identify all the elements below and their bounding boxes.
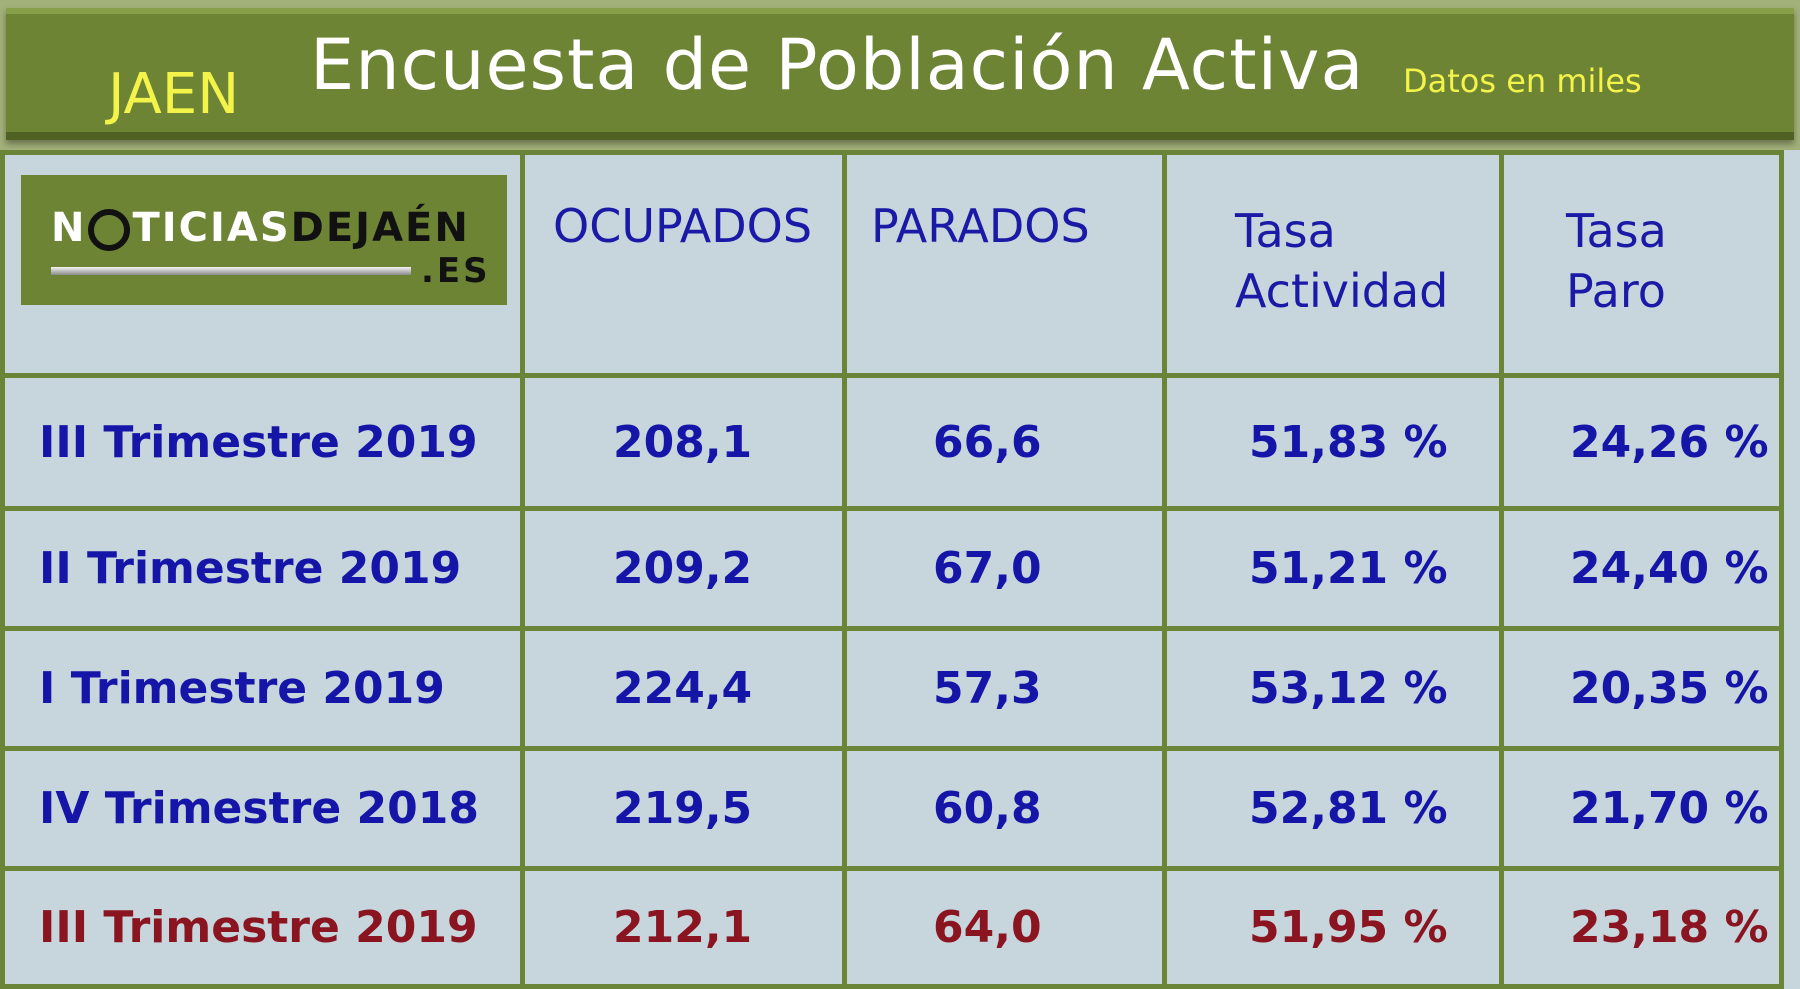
table-row-comparison: III Trimestre 2019 212,1 64,0 51,95 % 23…	[0, 866, 1784, 989]
cell-tasa-actividad: 52,81 %	[1162, 746, 1504, 871]
row-label: IV Trimestre 2018	[0, 746, 525, 871]
row-label: III Trimestre 2019	[0, 373, 525, 511]
cell-tasa-actividad: 51,21 %	[1162, 506, 1504, 631]
cell-parados: 67,0	[842, 506, 1167, 631]
page-title: Encuesta de Población Activa	[310, 24, 1365, 106]
cell-tasa-actividad: 51,95 %	[1162, 866, 1504, 989]
cell-ocupados: 224,4	[520, 626, 847, 751]
cell-tasa-paro: 20,35 %	[1499, 626, 1784, 751]
unit-note: Datos en miles	[1403, 62, 1642, 100]
row-label: III Trimestre 2019	[0, 866, 525, 989]
cell-ocupados: 208,1	[520, 373, 847, 511]
column-header-ocupados: OCUPADOS	[520, 150, 847, 378]
data-table: N TICIASDEJAÉN .ES OCUPADOS PARADOS Tasa A…	[0, 150, 1784, 989]
column-header-tasa-actividad: Tasa Actividad	[1162, 150, 1504, 378]
region-label: JAEN	[108, 62, 240, 127]
logo-cell: N TICIASDEJAÉN .ES	[0, 150, 525, 378]
cell-parados: 60,8	[842, 746, 1167, 871]
logo-wordmark: N TICIASDEJAÉN	[51, 205, 470, 251]
table-row: III Trimestre 2019 208,1 66,6 51,83 % 24…	[0, 373, 1784, 511]
logo-bar	[51, 267, 411, 275]
logo-domain: .ES	[421, 251, 491, 291]
cell-tasa-paro: 23,18 %	[1499, 866, 1784, 989]
cell-ocupados: 212,1	[520, 866, 847, 989]
column-header-parados: PARADOS	[842, 150, 1167, 378]
cell-parados: 64,0	[842, 866, 1167, 989]
cell-tasa-paro: 24,40 %	[1499, 506, 1784, 631]
cell-ocupados: 219,5	[520, 746, 847, 871]
table-row: I Trimestre 2019 224,4 57,3 53,12 % 20,3…	[0, 626, 1784, 751]
cell-tasa-actividad: 51,83 %	[1162, 373, 1504, 511]
cell-parados: 57,3	[842, 626, 1167, 751]
cell-tasa-paro: 24,26 %	[1499, 373, 1784, 511]
header-row: N TICIASDEJAÉN .ES OCUPADOS PARADOS Tasa A…	[0, 150, 1784, 378]
row-label: I Trimestre 2019	[0, 626, 525, 751]
logo: N TICIASDEJAÉN .ES	[21, 175, 507, 305]
table-row: IV Trimestre 2018 219,5 60,8 52,81 % 21,…	[0, 746, 1784, 871]
table-row: II Trimestre 2019 209,2 67,0 51,21 % 24,…	[0, 506, 1784, 631]
title-banner: JAEN Encuesta de Población Activa Datos …	[0, 0, 1800, 150]
column-header-tasa-paro: Tasa Paro	[1499, 150, 1784, 378]
cell-tasa-paro: 21,70 %	[1499, 746, 1784, 871]
title-banner-panel	[6, 8, 1794, 140]
row-label: II Trimestre 2019	[0, 506, 525, 631]
cell-parados: 66,6	[842, 373, 1167, 511]
cell-tasa-actividad: 53,12 %	[1162, 626, 1504, 751]
cell-ocupados: 209,2	[520, 506, 847, 631]
